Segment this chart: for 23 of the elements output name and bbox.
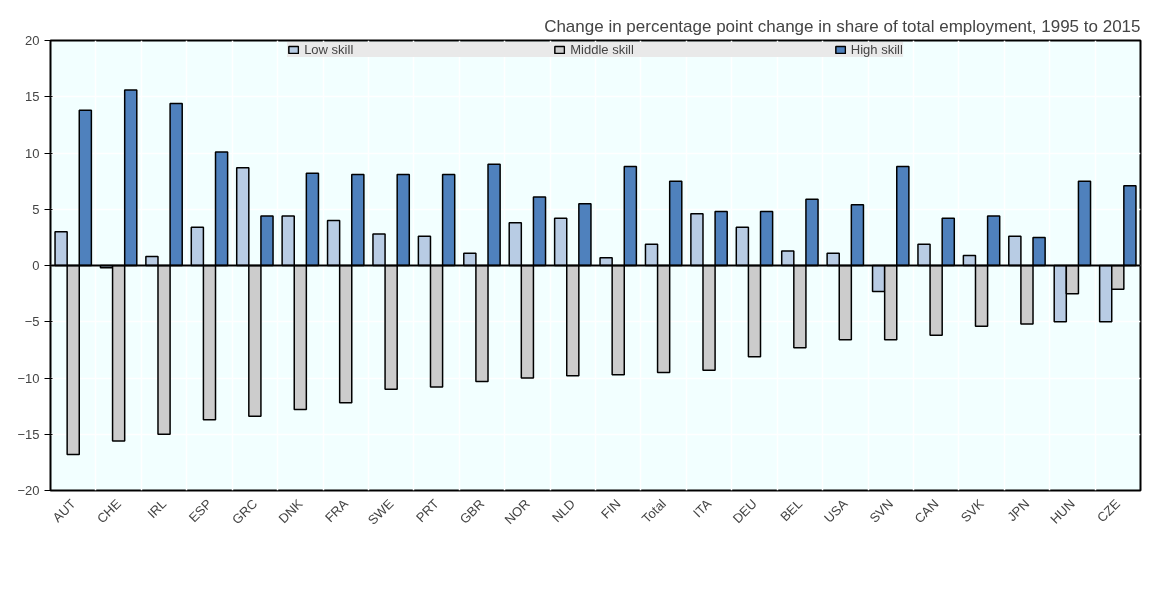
y-tick-label: −20 (17, 483, 40, 498)
y-tick-label: −10 (17, 370, 40, 386)
y-tick-label: 0 (32, 258, 40, 273)
x-tick-label: IRL (144, 496, 170, 522)
x-tick-label: FIN (598, 496, 624, 522)
y-tick-label: −5 (24, 314, 40, 330)
y-tick-label: 15 (25, 89, 40, 105)
x-tick-label: BEL (777, 496, 806, 525)
legend-label: High skill (850, 42, 903, 57)
x-tick-label: ESP (185, 496, 215, 526)
x-tick-label: USA (821, 495, 851, 526)
y-tick-label: 20 (25, 33, 40, 48)
chart-title: Change in percentage point change in share of total employment, 1995 to 2015 (544, 16, 1141, 36)
x-tick-label: JPN (1004, 496, 1033, 525)
x-tick-label: CZE (1094, 495, 1124, 526)
x-tick-label: NLD (549, 496, 579, 526)
x-tick-label: ITA (690, 495, 715, 521)
legend-label: Low skill (304, 42, 354, 57)
legend-label: Middle skill (570, 42, 634, 57)
y-tick-label: −15 (17, 426, 40, 442)
y-tick-label: 10 (25, 145, 40, 161)
y-tick-label: 5 (32, 201, 40, 217)
x-tick-label: FRA (322, 495, 352, 526)
